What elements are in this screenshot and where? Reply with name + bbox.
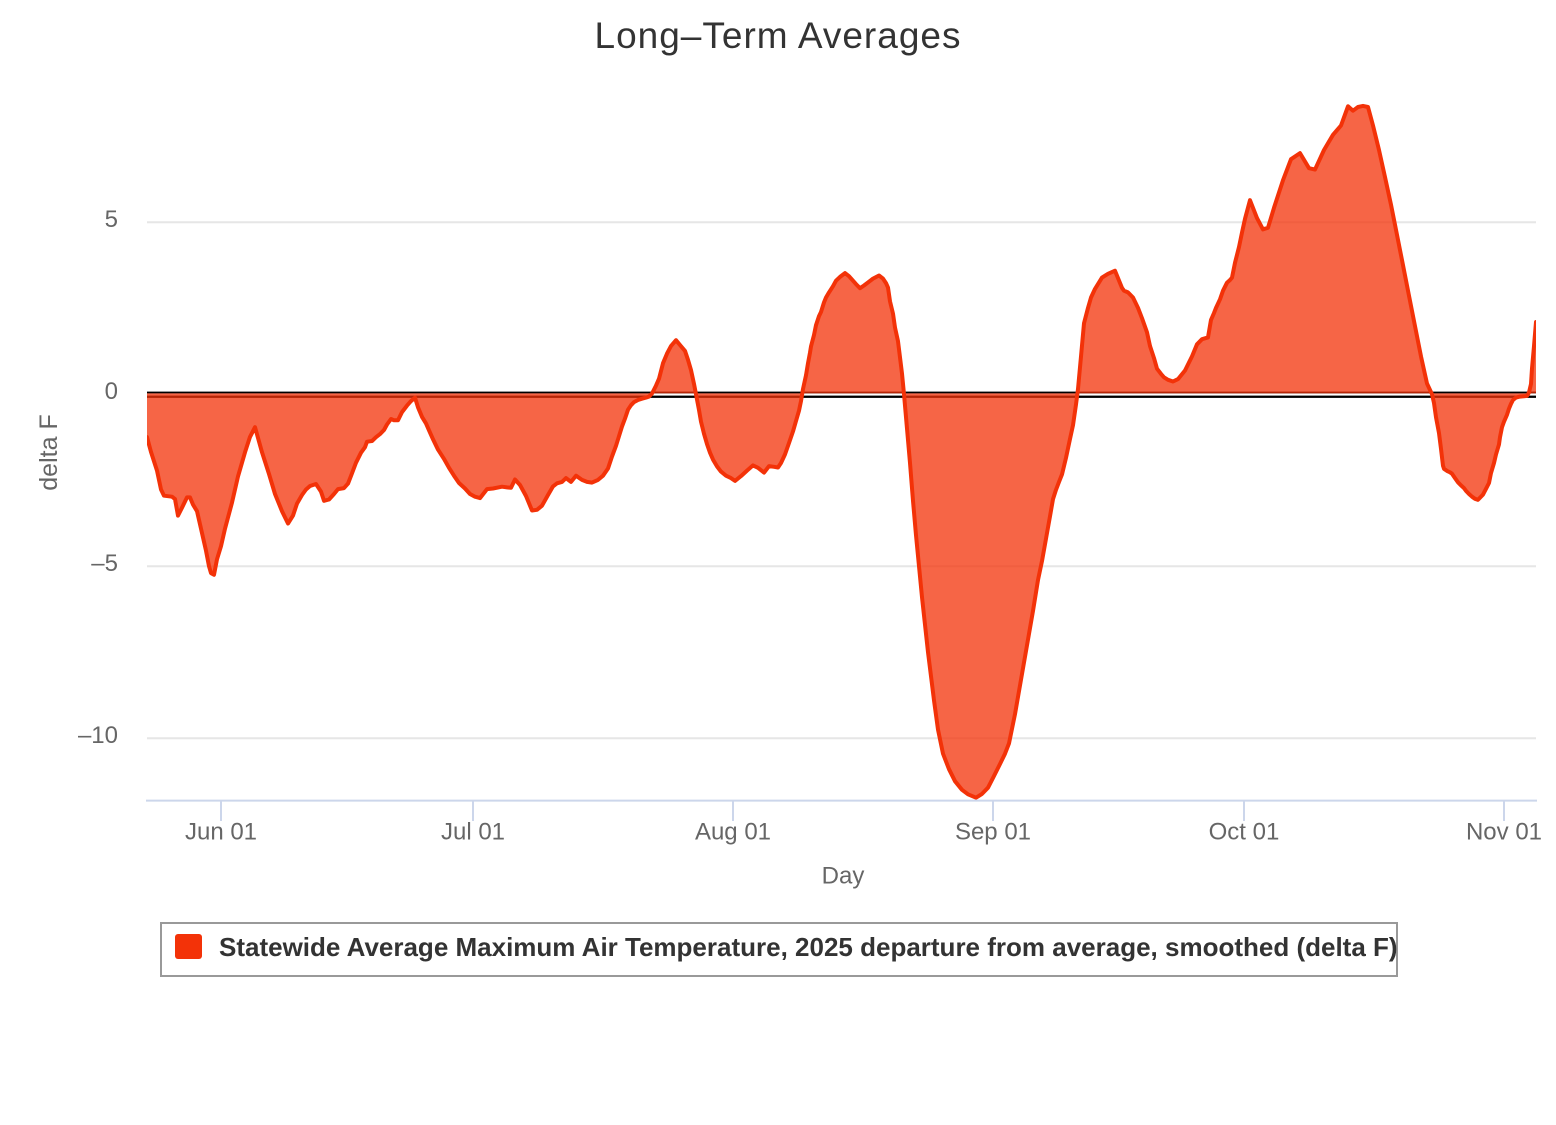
svg-text:Oct 01: Oct 01 [1209,819,1280,846]
svg-text:Statewide Average Maximum Air: Statewide Average Maximum Air Temperatur… [219,932,1398,962]
svg-text:0: 0 [105,378,118,405]
svg-text:delta F: delta F [35,414,63,490]
svg-text:Nov 01: Nov 01 [1466,819,1542,846]
svg-text:5: 5 [105,206,118,233]
svg-text:Aug 01: Aug 01 [695,819,771,846]
svg-text:–5: –5 [91,550,118,577]
svg-text:Jul 01: Jul 01 [441,819,505,846]
svg-text:Jun 01: Jun 01 [185,819,257,846]
svg-text:–10: –10 [78,722,118,749]
svg-text:Long–Term Averages: Long–Term Averages [595,15,962,56]
svg-text:Day: Day [822,862,865,889]
svg-text:Sep 01: Sep 01 [955,819,1031,846]
